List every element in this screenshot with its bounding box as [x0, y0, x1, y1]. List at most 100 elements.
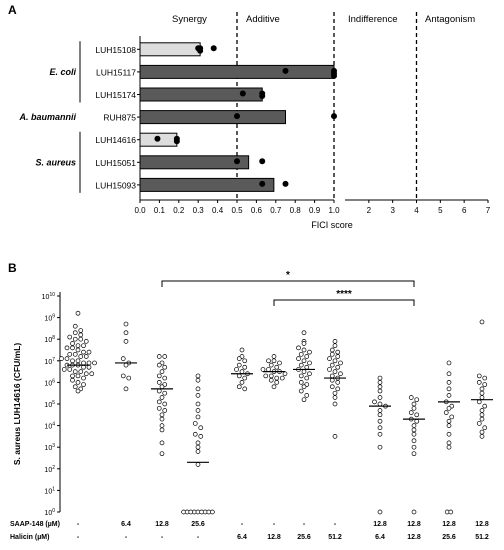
data-point [268, 362, 274, 368]
data-point [123, 339, 129, 344]
data-point [234, 367, 239, 372]
row-label-halicin: Halicin (µM) [10, 534, 49, 541]
replicate-point [259, 93, 266, 99]
data-point [449, 414, 455, 420]
data-point [242, 386, 248, 392]
category-label: LUH15174 [95, 90, 136, 100]
saap-value: - [334, 521, 337, 528]
data-point [72, 323, 78, 329]
data-point [83, 371, 89, 377]
data-point [482, 375, 488, 381]
y-tick-label: 103 [44, 443, 55, 452]
data-point [279, 375, 285, 381]
data-point [195, 414, 201, 420]
data-point [332, 369, 338, 374]
data-point [242, 358, 248, 364]
data-point [377, 444, 383, 450]
data-point [239, 380, 245, 385]
data-point [411, 423, 417, 428]
data-point [411, 438, 417, 444]
data-point [377, 509, 383, 515]
data-point [296, 356, 301, 361]
data-point [195, 401, 201, 407]
halicin-value: 51.2 [328, 534, 342, 541]
y-tick-exponent: 5 [52, 400, 55, 406]
replicate-point [282, 67, 289, 74]
y-tick-base: 10 [44, 424, 52, 431]
data-point [195, 408, 201, 413]
data-point [162, 390, 168, 396]
data-point [162, 354, 168, 359]
data-point [75, 388, 81, 394]
data-point [377, 418, 383, 424]
data-point [476, 399, 482, 405]
saap-value: 12.8 [475, 521, 489, 528]
y-tick-exponent: 7 [52, 357, 55, 363]
y-tick-base: 10 [44, 510, 52, 517]
data-point [83, 339, 89, 344]
data-point [332, 434, 338, 439]
data-point [72, 330, 78, 336]
x-tick-label: 4 [414, 206, 419, 215]
data-point [195, 444, 201, 450]
data-point [156, 362, 162, 368]
data-point [156, 380, 162, 385]
y-tick-label: 104 [44, 422, 55, 431]
data-point [263, 373, 269, 379]
data-point [479, 395, 485, 400]
data-point [236, 356, 242, 361]
saap-value: 12.8 [407, 521, 421, 528]
y-tick-label: 1010 [42, 292, 56, 301]
data-point [446, 393, 452, 398]
data-point [332, 358, 338, 364]
data-point [332, 395, 338, 400]
data-point [156, 373, 162, 379]
halicin-value: - [125, 534, 128, 541]
halicin-value: 25.6 [297, 534, 311, 541]
data-point [476, 421, 482, 426]
data-point [304, 354, 310, 359]
data-point [332, 343, 338, 349]
y-tick-base: 10 [44, 402, 52, 409]
y-tick-base: 10 [44, 316, 52, 323]
panel-b-label: B [8, 261, 17, 275]
halicin-value: 25.6 [442, 534, 456, 541]
data-point [301, 397, 307, 403]
data-point [210, 509, 215, 515]
data-point [70, 358, 75, 364]
y-tick-label: 109 [44, 314, 55, 323]
data-point [304, 375, 310, 381]
data-point [67, 334, 73, 340]
data-point [298, 373, 304, 379]
data-point [78, 354, 84, 359]
data-point [298, 388, 304, 394]
data-point [236, 362, 242, 368]
bar [139, 110, 286, 125]
data-point [307, 349, 312, 355]
y-tick-base: 10 [44, 467, 52, 474]
saap-value: 12.8 [442, 521, 456, 528]
data-point [411, 427, 417, 433]
data-point [327, 367, 332, 372]
data-point [479, 416, 485, 422]
data-point [298, 362, 304, 368]
replicate-point [210, 45, 217, 52]
data-point [59, 356, 64, 361]
data-point [156, 405, 162, 411]
data-point [411, 405, 417, 411]
replicate-point [259, 158, 266, 165]
data-point [159, 427, 165, 433]
data-point [123, 386, 129, 392]
data-point [159, 451, 165, 457]
y-tick-exponent: 8 [52, 335, 55, 341]
data-point [446, 380, 452, 385]
x-tick-label: 0.8 [290, 206, 302, 215]
data-point [268, 373, 274, 379]
halicin-value: - [77, 534, 80, 541]
data-point [479, 434, 485, 439]
y-tick-base: 10 [42, 294, 50, 301]
data-point [329, 347, 335, 353]
data-point [446, 360, 452, 366]
data-point [377, 395, 383, 400]
row-label-saap: SAAP-148 (µM) [10, 521, 60, 528]
